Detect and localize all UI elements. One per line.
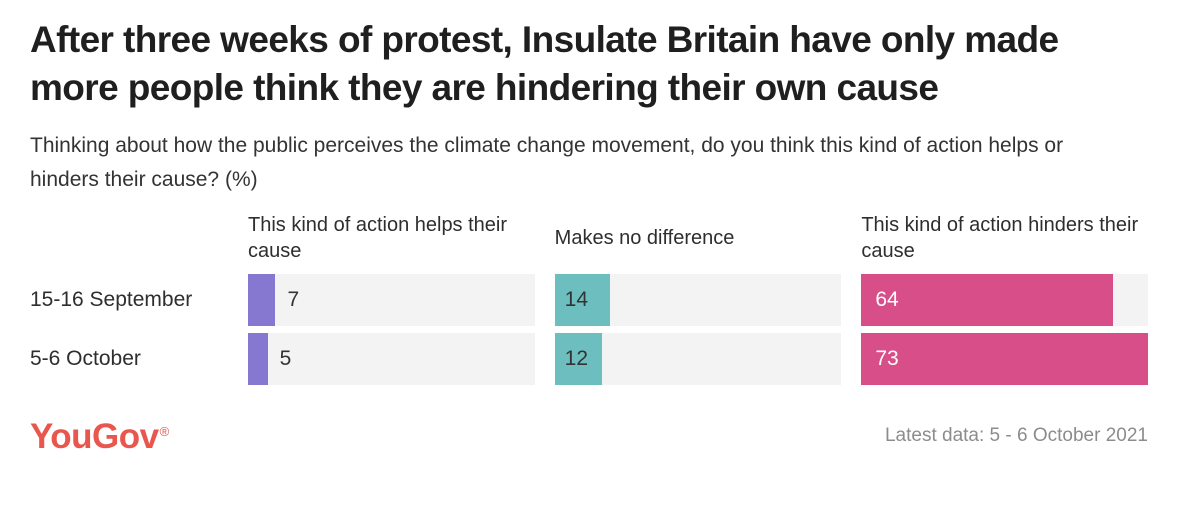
page-title: After three weeks of protest, Insulate B…: [30, 19, 1059, 109]
footer: YouGov® Latest data: 5 - 6 October 2021: [30, 419, 1148, 454]
chart-row: 5-6 October 5 12 73: [30, 333, 1148, 386]
bar-no_difference: [554, 274, 610, 327]
bar-value: 7: [287, 288, 300, 312]
chart-subtitle: Thinking about how the public perceives …: [30, 134, 1064, 192]
bar-value: 12: [564, 347, 589, 371]
chart-rows: 15-16 September 7 14 64 5-6 October 5 12 73: [30, 274, 1148, 386]
bar-value: 73: [875, 347, 899, 371]
bar-track-hinders: 64: [861, 274, 1148, 327]
column-header-helps: This kind of action helps their cause: [248, 213, 508, 263]
column-header-hinders: This kind of action hinders their cause: [861, 213, 1139, 263]
bar-hinders: [861, 274, 1113, 327]
bar-value: 5: [279, 347, 292, 371]
row-label: 5-6 October: [30, 347, 141, 371]
header-spacer: [30, 209, 228, 267]
chart-row: 15-16 September 7 14 64: [30, 274, 1148, 327]
yougov-logo-text: YouGov: [30, 417, 159, 457]
bar-track-no_difference: 12: [554, 333, 842, 386]
bar-hinders: [861, 333, 1148, 386]
bar-no_difference: [554, 333, 602, 386]
bar-helps: [248, 333, 268, 386]
registered-mark-icon: ®: [159, 423, 170, 439]
bar-value: 64: [875, 288, 899, 312]
yougov-logo: YouGov®: [30, 419, 169, 454]
row-label: 15-16 September: [30, 288, 193, 312]
bar-chart: This kind of action helps their cause Ma…: [30, 209, 1148, 386]
column-header-no-difference: Makes no difference: [554, 227, 735, 250]
bar-track-helps: 5: [248, 333, 535, 386]
bar-track-helps: 7: [248, 274, 535, 327]
latest-data-note: Latest data: 5 - 6 October 2021: [884, 425, 1148, 447]
chart-header-row: This kind of action helps their cause Ma…: [30, 209, 1148, 267]
bar-helps: [248, 274, 276, 327]
bar-value: 14: [564, 288, 589, 312]
bar-track-hinders: 73: [861, 333, 1148, 386]
bar-track-no_difference: 14: [554, 274, 842, 327]
